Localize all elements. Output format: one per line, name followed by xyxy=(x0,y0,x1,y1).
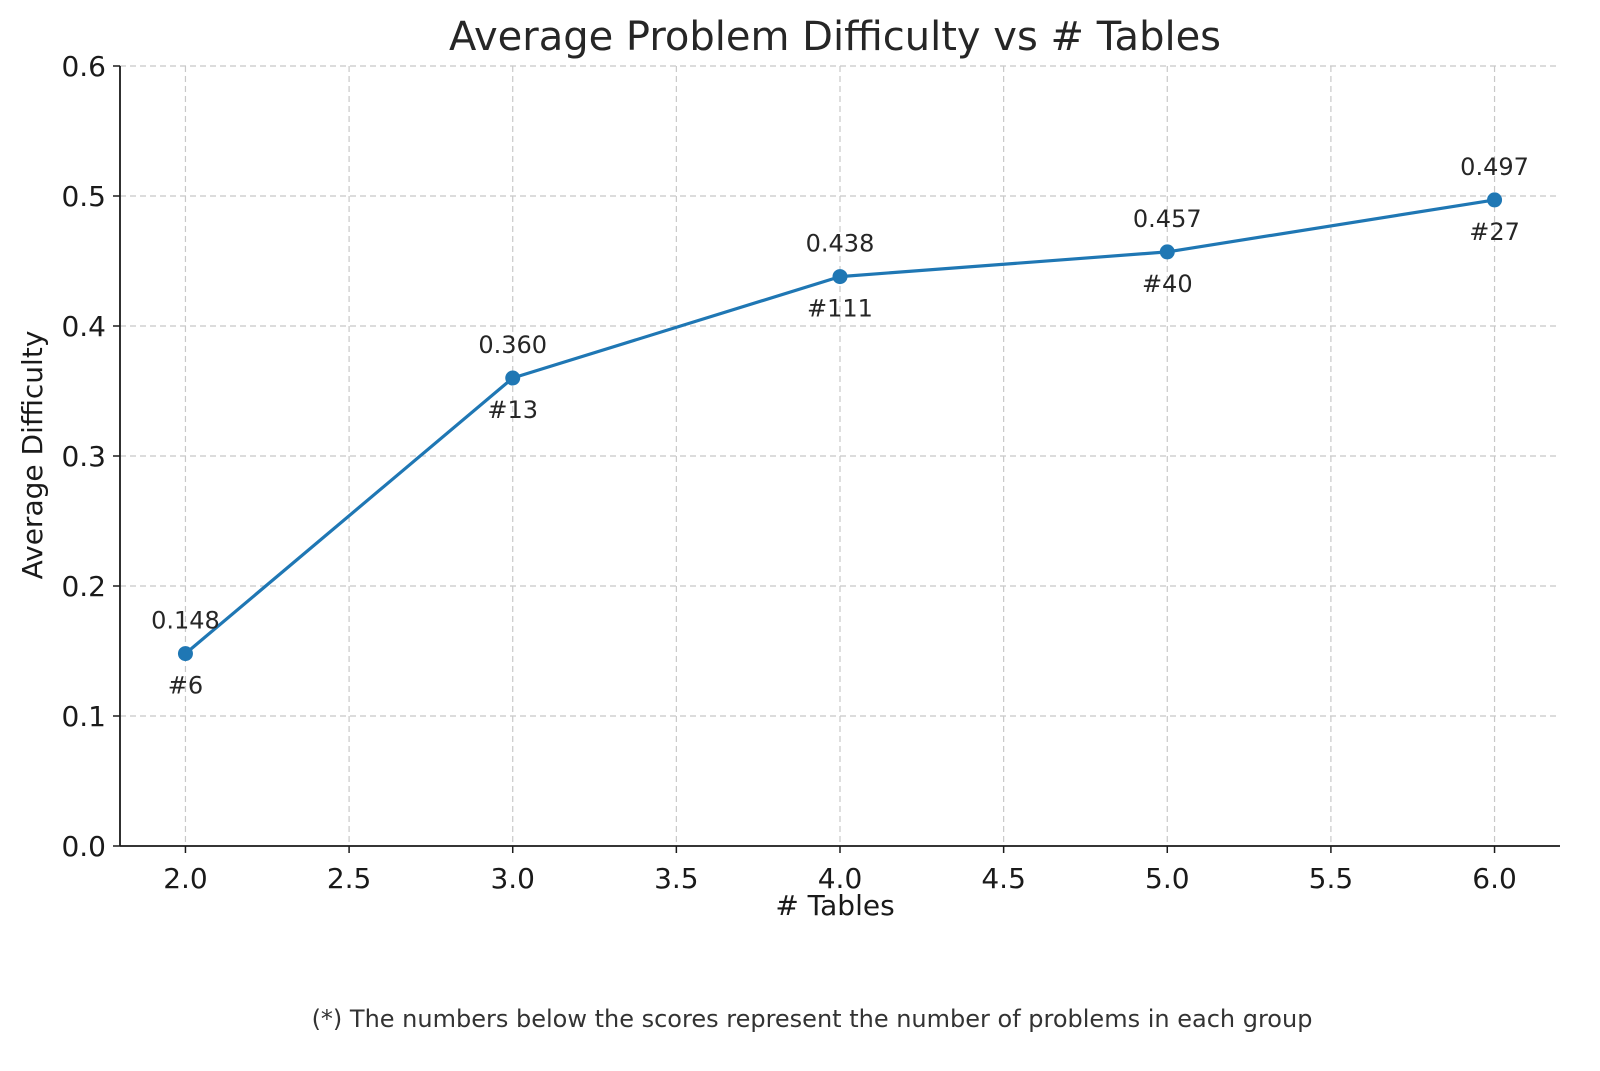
x-tick-label: 3.0 xyxy=(490,862,535,895)
y-tick-label: 0.2 xyxy=(61,570,106,603)
data-series xyxy=(177,192,1503,662)
count-label: #13 xyxy=(487,396,538,424)
y-tick-label: 0.4 xyxy=(61,310,106,343)
data-point xyxy=(1487,192,1503,208)
x-axis-label: # Tables xyxy=(775,889,894,922)
y-tick-label: 0.6 xyxy=(61,50,106,83)
x-tick-label: 3.5 xyxy=(654,862,699,895)
count-label: #27 xyxy=(1469,218,1520,246)
count-label: #40 xyxy=(1142,270,1193,298)
x-tick-label: 6.0 xyxy=(1472,862,1517,895)
value-label: 0.360 xyxy=(478,331,547,359)
y-axis-label: Average Difficulty xyxy=(16,331,49,580)
y-tick-label: 0.0 xyxy=(61,830,106,863)
value-label: 0.438 xyxy=(806,230,875,258)
x-tick-label: 4.5 xyxy=(981,862,1026,895)
value-label: 0.148 xyxy=(151,607,220,635)
data-point xyxy=(177,646,193,662)
chart-title: Average Problem Difficulty vs # Tables xyxy=(449,14,1221,60)
data-point xyxy=(505,370,521,386)
value-label: 0.497 xyxy=(1460,153,1529,181)
data-point xyxy=(832,269,848,285)
x-tick-label: 2.5 xyxy=(327,862,372,895)
x-tick-label: 5.5 xyxy=(1309,862,1354,895)
y-tick-label: 0.3 xyxy=(61,440,106,473)
y-tick-label: 0.1 xyxy=(61,700,106,733)
annotations: 0.148 #6 0.360 #13 0.438 #111 0.457 #40 0.497 #27 xyxy=(151,153,1529,700)
footnote: (*) The numbers below the scores represe… xyxy=(312,1005,1313,1033)
count-label: #111 xyxy=(807,295,873,323)
grid xyxy=(120,65,1560,847)
x-tick-label: 5.0 xyxy=(1145,862,1190,895)
axes xyxy=(113,65,1560,853)
y-tick-label: 0.5 xyxy=(61,180,106,213)
data-point xyxy=(1159,244,1175,260)
value-label: 0.457 xyxy=(1133,205,1202,233)
tick-labels: 2.0 2.5 3.0 3.5 4.0 4.5 5.0 5.5 6.0 0.0 0.1 0.2 0.3 0… xyxy=(61,50,1516,895)
count-label: #6 xyxy=(168,672,203,700)
x-tick-label: 2.0 xyxy=(163,862,208,895)
x-tick-label: 4.0 xyxy=(818,862,863,895)
